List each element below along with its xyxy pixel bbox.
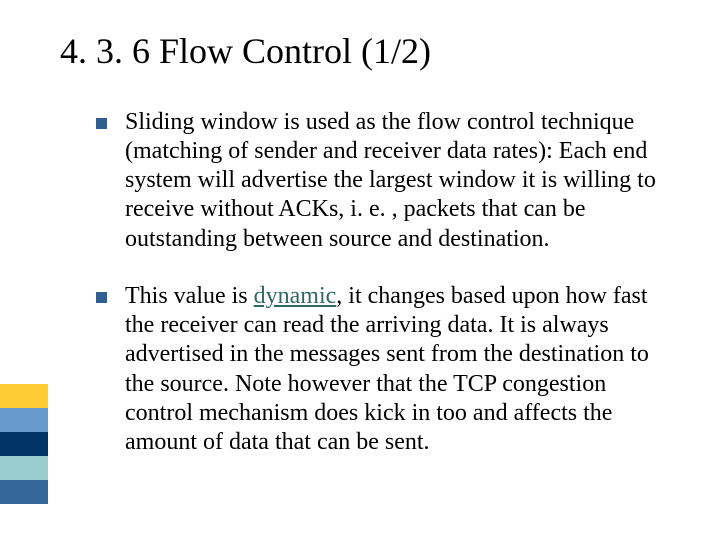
stripe bbox=[0, 456, 48, 480]
bullet-list: Sliding window is used as the flow contr… bbox=[60, 108, 672, 458]
bullet-text: Sliding window is used as the flow contr… bbox=[125, 108, 672, 254]
bullet-item: Sliding window is used as the flow contr… bbox=[96, 108, 672, 254]
square-bullet-icon bbox=[96, 118, 107, 129]
stripe bbox=[0, 432, 48, 456]
slide-container: 4. 3. 6 Flow Control (1/2) Sliding windo… bbox=[0, 0, 720, 540]
slide-title: 4. 3. 6 Flow Control (1/2) bbox=[60, 32, 672, 72]
bullet-underlined: dynamic bbox=[254, 283, 337, 309]
bullet-item: This value is dynamic, it changes based … bbox=[96, 282, 672, 458]
stripe bbox=[0, 408, 48, 432]
bullet-pre: This value is bbox=[125, 283, 254, 309]
bullet-text: This value is dynamic, it changes based … bbox=[125, 282, 672, 458]
stripe bbox=[0, 384, 48, 408]
decorative-stripes bbox=[0, 384, 48, 504]
stripe bbox=[0, 480, 48, 504]
bullet-pre: Sliding window is used as the flow contr… bbox=[125, 109, 656, 252]
square-bullet-icon bbox=[96, 292, 107, 303]
